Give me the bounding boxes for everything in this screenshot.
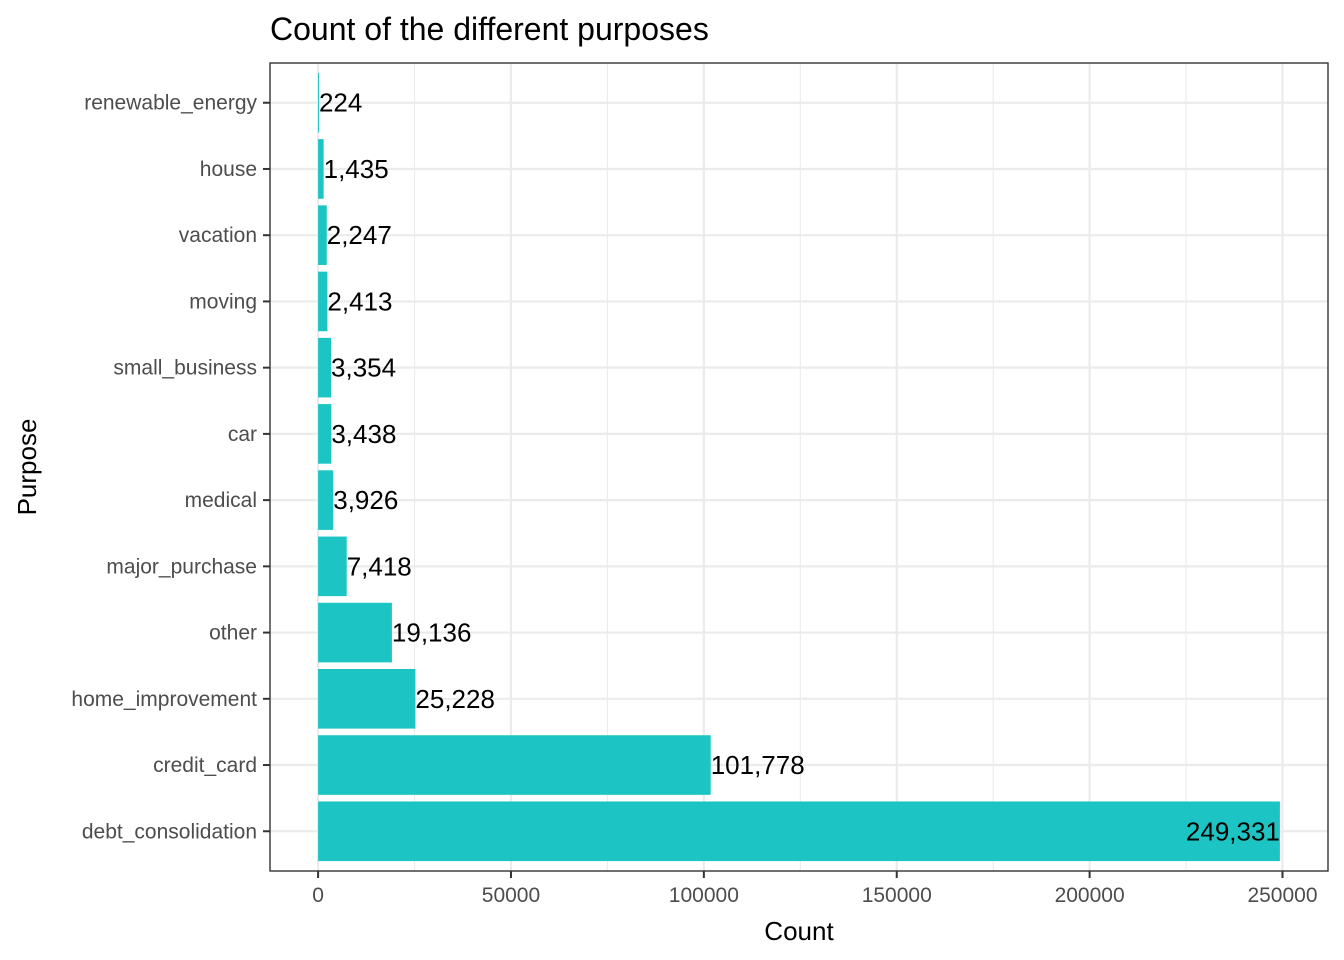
bars	[318, 72, 1280, 862]
x-tick-label: 200000	[1055, 884, 1125, 907]
x-tick-label: 250000	[1247, 884, 1317, 907]
y-tick-label: credit_card	[153, 754, 257, 777]
axis-ticks	[263, 101, 1284, 878]
y-tick-label: medical	[185, 489, 257, 512]
x-tick-label: 100000	[669, 884, 739, 907]
bar-major-purchase	[318, 536, 347, 597]
y-axis-title: Purpose	[12, 419, 42, 516]
y-tick-label: other	[209, 622, 257, 645]
bar-value-label: 3,926	[333, 485, 398, 515]
labels: 249,331 101,778 25,228 19,136 7,418 3,926 3,43…	[71, 88, 1317, 907]
y-tick-label: car	[228, 423, 257, 446]
y-tick-label: small_business	[113, 357, 257, 380]
y-tick-label: major_purchase	[106, 555, 257, 578]
bar-value-label: 249,331	[1186, 816, 1280, 846]
x-axis-title: Count	[764, 916, 834, 946]
bar-credit-card	[318, 735, 711, 795]
y-tick-label: house	[200, 158, 257, 181]
bar-moving	[318, 271, 328, 332]
x-tick-label: 50000	[482, 884, 540, 907]
bar-value-label: 2,413	[327, 286, 392, 316]
y-tick-label: vacation	[179, 224, 257, 247]
bar-value-label: 224	[319, 88, 362, 118]
bar-medical	[318, 470, 334, 530]
bar-value-label: 3,438	[331, 419, 396, 449]
y-tick-label: moving	[189, 290, 257, 313]
x-tick-label: 0	[312, 884, 324, 907]
y-tick-label: debt_consolidation	[82, 820, 257, 843]
bar-value-label: 1,435	[324, 154, 389, 184]
bar-other	[318, 602, 392, 663]
x-tick-label: 150000	[862, 884, 932, 907]
bar-small-business	[318, 337, 332, 398]
bar-value-label: 25,228	[415, 684, 495, 714]
panel-border	[269, 62, 1329, 872]
bar-renewable-energy	[318, 72, 320, 133]
bar-value-label: 2,247	[327, 220, 392, 250]
bar-value-label: 3,354	[331, 353, 396, 383]
bar-value-label: 7,418	[347, 551, 412, 581]
chart-title: Count of the different purposes	[270, 11, 709, 47]
bar-value-label: 101,778	[711, 750, 805, 780]
bar-car	[318, 404, 332, 464]
bar-value-label: 19,136	[392, 618, 472, 648]
bar-vacation	[318, 205, 327, 265]
y-tick-label: home_improvement	[71, 688, 257, 711]
y-tick-label: renewable_energy	[84, 92, 257, 115]
bar-home-improvement	[318, 669, 416, 729]
bar-debt-consolidation	[318, 801, 1280, 862]
bar-house	[318, 139, 324, 199]
